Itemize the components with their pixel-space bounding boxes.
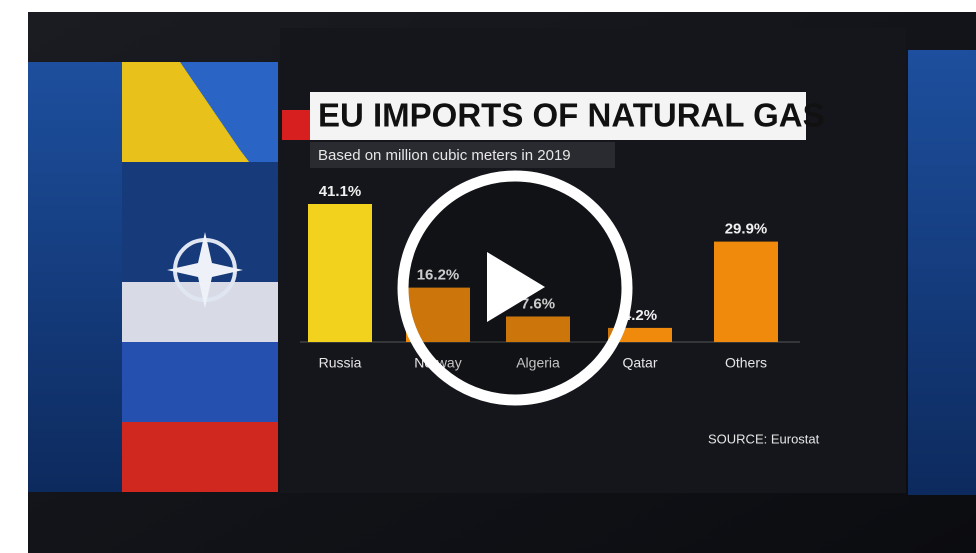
chart-subtitle: Based on million cubic meters in 2019 <box>318 147 571 164</box>
value-label: 7.6% <box>521 295 555 312</box>
title-accent <box>282 110 310 140</box>
bar <box>714 241 778 342</box>
subtitle-box <box>310 142 615 168</box>
value-label: 4.2% <box>623 307 657 324</box>
category-label: Qatar <box>622 355 657 371</box>
side-screen <box>908 50 976 495</box>
value-label: 41.1% <box>319 183 362 200</box>
value-label: 29.9% <box>725 221 768 238</box>
bar <box>506 316 570 342</box>
title-box <box>310 92 806 140</box>
bar <box>308 204 372 342</box>
chart-title: EU IMPORTS OF NATURAL GAS <box>318 97 825 134</box>
category-label: Russia <box>319 355 362 371</box>
play-button[interactable] <box>397 170 633 406</box>
category-label: Algeria <box>516 355 560 371</box>
category-label: Others <box>725 355 767 371</box>
source-note: SOURCE: Eurostat <box>708 431 820 446</box>
value-label: 16.2% <box>417 267 460 284</box>
flag-panel <box>122 62 278 492</box>
bars: 41.1%Russia16.2%Norway7.6%Algeria4.2%Qat… <box>300 183 800 371</box>
side-screen <box>28 62 122 492</box>
